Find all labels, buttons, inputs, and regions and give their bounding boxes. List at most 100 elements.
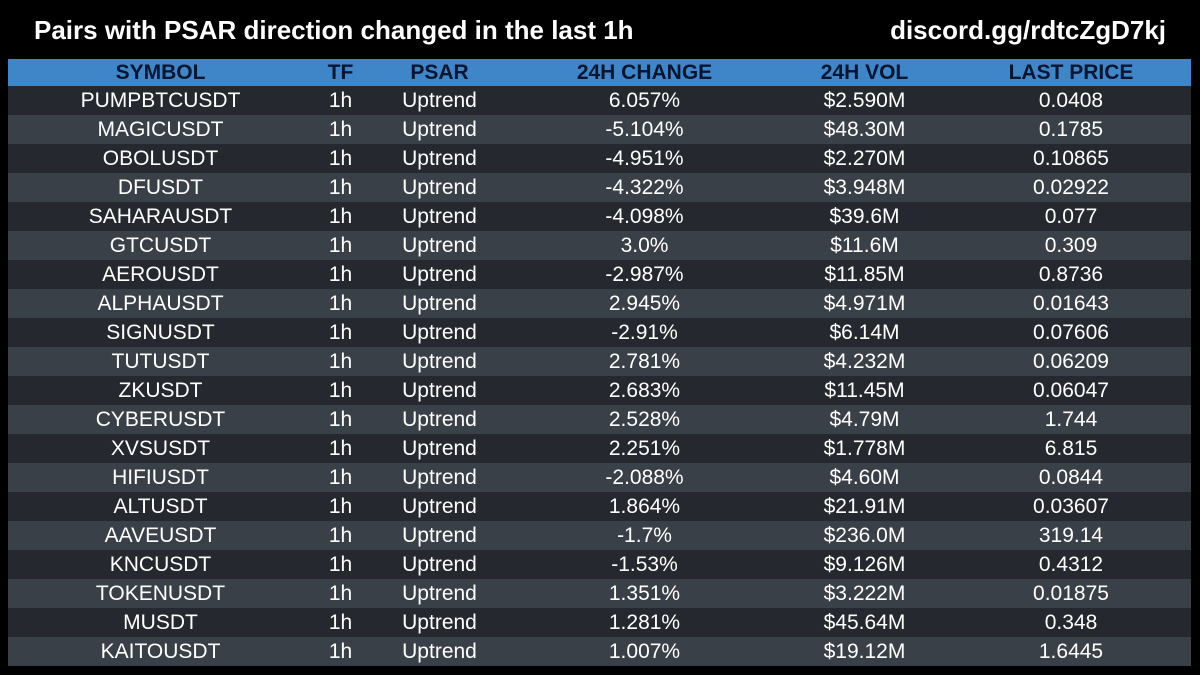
- cell-24h-vol: $4.971M: [823, 292, 906, 315]
- cell-tf: 1h: [328, 350, 353, 373]
- cell-24h-vol: $3.948M: [823, 176, 906, 199]
- cell-24h-change: 2.781%: [608, 350, 681, 373]
- table-body: PUMPBTCUSDT 1h Uptrend 6.057% $2.590M 0.0408 M…: [8, 86, 1191, 666]
- cell-24h-change: 3.0%: [620, 234, 669, 257]
- cell-last-price: 0.01643: [1033, 292, 1109, 315]
- table-row: MUSDT 1h Uptrend 1.281% $45.64M 0.348: [8, 608, 1191, 637]
- cell-last-price: 0.8736: [1038, 263, 1104, 286]
- cell-symbol: PUMPBTCUSDT: [80, 89, 241, 112]
- cell-psar: Uptrend: [402, 437, 477, 460]
- cell-symbol: MUSDT: [123, 611, 198, 634]
- cell-symbol: CYBERUSDT: [95, 408, 226, 431]
- cell-tf: 1h: [328, 205, 353, 228]
- cell-last-price: 1.744: [1044, 408, 1098, 431]
- psar-table: SYMBOL TF PSAR 24H CHANGE 24H VOL LAST P…: [8, 59, 1191, 666]
- cell-24h-change: -2.91%: [611, 321, 678, 344]
- table-row: DFUSDT 1h Uptrend -4.322% $3.948M 0.02922: [8, 173, 1191, 202]
- cell-24h-vol: $4.232M: [823, 350, 906, 373]
- table-header-row: SYMBOL TF PSAR 24H CHANGE 24H VOL LAST P…: [8, 59, 1191, 86]
- cell-last-price: 0.10865: [1033, 147, 1109, 170]
- cell-psar: Uptrend: [402, 89, 477, 112]
- cell-24h-change: -1.7%: [617, 524, 672, 547]
- cell-psar: Uptrend: [402, 408, 477, 431]
- cell-psar: Uptrend: [402, 640, 477, 663]
- table-row: AEROUSDT 1h Uptrend -2.987% $11.85M 0.8736: [8, 260, 1191, 289]
- cell-symbol: AAVEUSDT: [104, 524, 217, 547]
- cell-symbol: TUTUSDT: [111, 350, 210, 373]
- cell-24h-vol: $6.14M: [829, 321, 900, 344]
- cell-symbol: ALPHAUSDT: [97, 292, 224, 315]
- cell-last-price: 0.01875: [1033, 582, 1109, 605]
- cell-psar: Uptrend: [402, 263, 477, 286]
- cell-24h-change: -4.322%: [605, 176, 684, 199]
- discord-link[interactable]: discord.gg/rdtcZgD7kj: [890, 15, 1166, 45]
- cell-tf: 1h: [328, 611, 353, 634]
- cell-tf: 1h: [328, 495, 353, 518]
- cell-24h-change: 2.945%: [608, 292, 681, 315]
- cell-symbol: GTCUSDT: [109, 234, 212, 257]
- cell-psar: Uptrend: [402, 205, 477, 228]
- cell-last-price: 0.02922: [1033, 176, 1109, 199]
- cell-24h-change: -5.104%: [605, 118, 684, 141]
- cell-24h-change: 2.528%: [608, 408, 681, 431]
- cell-tf: 1h: [328, 466, 353, 489]
- cell-symbol: AEROUSDT: [102, 263, 219, 286]
- table-row: TOKENUSDT 1h Uptrend 1.351% $3.222M 0.01875: [8, 579, 1191, 608]
- cell-last-price: 6.815: [1044, 437, 1098, 460]
- cell-tf: 1h: [328, 263, 353, 286]
- cell-24h-vol: $19.12M: [823, 640, 906, 663]
- cell-symbol: KNCUSDT: [109, 553, 212, 576]
- column-header-24h-change: 24H CHANGE: [576, 61, 713, 84]
- cell-psar: Uptrend: [402, 321, 477, 344]
- cell-symbol: HIFIUSDT: [112, 466, 209, 489]
- table-row: SIGNUSDT 1h Uptrend -2.91% $6.14M 0.07606: [8, 318, 1191, 347]
- column-header-last-price: LAST PRICE: [1008, 61, 1134, 84]
- column-header-24h-vol: 24H VOL: [820, 61, 909, 84]
- cell-last-price: 319.14: [1038, 524, 1104, 547]
- cell-psar: Uptrend: [402, 495, 477, 518]
- table-row: ALTUSDT 1h Uptrend 1.864% $21.91M 0.03607: [8, 492, 1191, 521]
- cell-24h-vol: $21.91M: [823, 495, 906, 518]
- cell-tf: 1h: [328, 582, 353, 605]
- cell-24h-vol: $48.30M: [823, 118, 906, 141]
- cell-symbol: ZKUSDT: [118, 379, 203, 402]
- cell-last-price: 0.077: [1044, 205, 1098, 228]
- cell-psar: Uptrend: [402, 582, 477, 605]
- cell-tf: 1h: [328, 321, 353, 344]
- table-row: CYBERUSDT 1h Uptrend 2.528% $4.79M 1.744: [8, 405, 1191, 434]
- cell-symbol: SAHARAUSDT: [88, 205, 233, 228]
- cell-symbol: OBOLUSDT: [102, 147, 219, 170]
- page-title: Pairs with PSAR direction changed in the…: [34, 15, 634, 45]
- cell-24h-change: 1.351%: [608, 582, 681, 605]
- cell-last-price: 1.6445: [1038, 640, 1104, 663]
- table-row: SAHARAUSDT 1h Uptrend -4.098% $39.6M 0.077: [8, 202, 1191, 231]
- cell-tf: 1h: [328, 379, 353, 402]
- table-row: GTCUSDT 1h Uptrend 3.0% $11.6M 0.309: [8, 231, 1191, 260]
- table-row: AAVEUSDT 1h Uptrend -1.7% $236.0M 319.14: [8, 521, 1191, 550]
- cell-psar: Uptrend: [402, 553, 477, 576]
- cell-24h-change: 1.864%: [608, 495, 681, 518]
- cell-symbol: KAITOUSDT: [100, 640, 221, 663]
- cell-last-price: 0.06209: [1033, 350, 1109, 373]
- column-header-tf: TF: [327, 61, 354, 84]
- cell-24h-vol: $3.222M: [823, 582, 906, 605]
- table-row: ZKUSDT 1h Uptrend 2.683% $11.45M 0.06047: [8, 376, 1191, 405]
- cell-psar: Uptrend: [402, 176, 477, 199]
- cell-symbol: XVSUSDT: [110, 437, 211, 460]
- cell-24h-change: 2.251%: [608, 437, 681, 460]
- cell-psar: Uptrend: [402, 350, 477, 373]
- cell-tf: 1h: [328, 553, 353, 576]
- cell-last-price: 0.1785: [1038, 118, 1104, 141]
- table-row: MAGICUSDT 1h Uptrend -5.104% $48.30M 0.1785: [8, 115, 1191, 144]
- table-row: OBOLUSDT 1h Uptrend -4.951% $2.270M 0.10865: [8, 144, 1191, 173]
- cell-last-price: 0.07606: [1033, 321, 1109, 344]
- cell-24h-vol: $4.60M: [829, 466, 900, 489]
- cell-last-price: 0.348: [1044, 611, 1098, 634]
- cell-tf: 1h: [328, 292, 353, 315]
- cell-tf: 1h: [328, 234, 353, 257]
- cell-tf: 1h: [328, 176, 353, 199]
- cell-tf: 1h: [328, 408, 353, 431]
- cell-symbol: SIGNUSDT: [106, 321, 215, 344]
- cell-last-price: 0.03607: [1033, 495, 1109, 518]
- cell-tf: 1h: [328, 640, 353, 663]
